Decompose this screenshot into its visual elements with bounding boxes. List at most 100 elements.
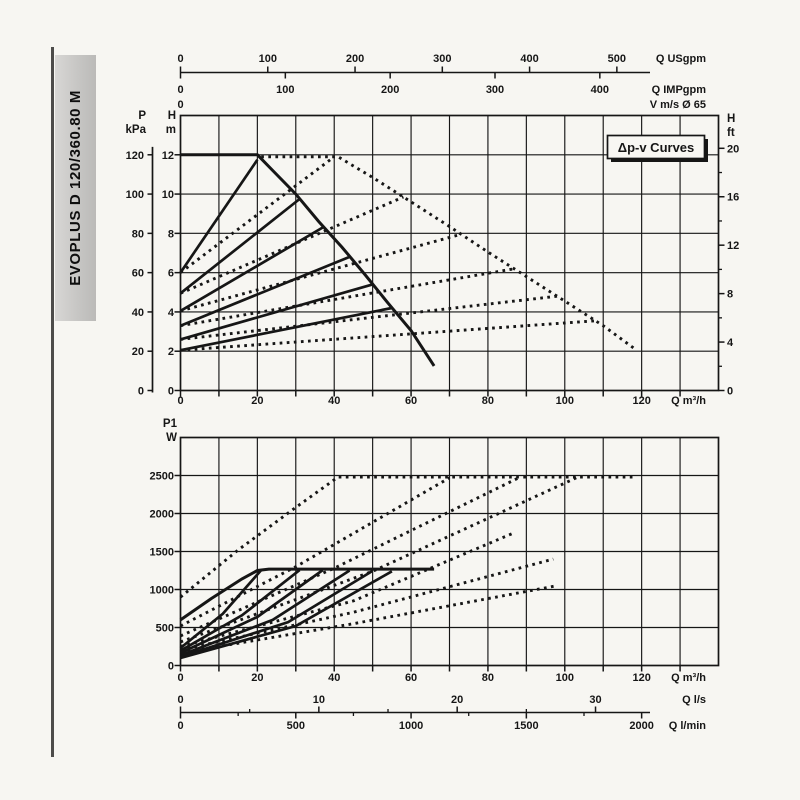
model-label: EVOPLUS D 120/360.80 M bbox=[67, 90, 84, 286]
svg-text:Q USgpm: Q USgpm bbox=[656, 53, 706, 65]
svg-text:Q m³/h: Q m³/h bbox=[671, 395, 706, 407]
svg-text:ft: ft bbox=[727, 127, 735, 139]
svg-text:40: 40 bbox=[132, 307, 144, 319]
svg-text:8: 8 bbox=[727, 289, 733, 301]
head-x-axis: 0 20 40 60 80 100 120 Q m³/h bbox=[177, 390, 706, 407]
curve-twin-power-set-4 bbox=[180, 531, 516, 648]
svg-text:H: H bbox=[727, 113, 735, 125]
svg-text:12: 12 bbox=[162, 150, 174, 162]
svg-text:0: 0 bbox=[177, 99, 183, 111]
svg-text:20: 20 bbox=[451, 694, 463, 706]
left-rail-line bbox=[51, 47, 54, 757]
svg-text:4: 4 bbox=[168, 307, 175, 319]
curve-twin-dpv-set-3 bbox=[180, 232, 462, 313]
curve-power-set-5 bbox=[180, 569, 374, 659]
svg-text:10: 10 bbox=[313, 694, 325, 706]
svg-text:200: 200 bbox=[346, 53, 364, 65]
curve-power-set-3 bbox=[179, 569, 324, 655]
curve-dpv-set-1 bbox=[179, 158, 259, 274]
svg-text:30: 30 bbox=[589, 694, 601, 706]
svg-text:0: 0 bbox=[177, 694, 183, 706]
svg-text:0: 0 bbox=[168, 386, 174, 398]
svg-text:2: 2 bbox=[168, 346, 174, 358]
svg-text:120: 120 bbox=[632, 672, 650, 684]
svg-text:0: 0 bbox=[177, 672, 183, 684]
svg-text:100: 100 bbox=[556, 395, 574, 407]
power-w-axis: 0 500 1000 1500 2000 2500 P1 W bbox=[150, 418, 181, 673]
svg-text:H: H bbox=[168, 110, 176, 122]
curve-power-set-2 bbox=[179, 569, 301, 652]
svg-text:400: 400 bbox=[520, 53, 538, 65]
svg-text:m: m bbox=[166, 124, 176, 136]
svg-text:Δp-v Curves: Δp-v Curves bbox=[618, 140, 695, 155]
curve-power-set-4 bbox=[180, 569, 351, 657]
svg-text:2500: 2500 bbox=[150, 471, 174, 483]
curve-twin-dpv-set-6 bbox=[180, 319, 596, 352]
head-ft-axis: 0 4 8 12 16 20 Hft bbox=[718, 113, 739, 398]
svg-text:60: 60 bbox=[132, 268, 144, 280]
svg-text:0: 0 bbox=[138, 386, 144, 398]
svg-text:Q l/s: Q l/s bbox=[682, 694, 706, 706]
svg-text:100: 100 bbox=[556, 672, 574, 684]
svg-text:80: 80 bbox=[482, 672, 494, 684]
svg-text:20: 20 bbox=[251, 395, 263, 407]
head-top-axes: 0 100 200 300 400 500 Q USgpm 0 100 200 300 400 Q IM… bbox=[177, 53, 706, 111]
svg-text:120: 120 bbox=[126, 150, 144, 162]
head-curves bbox=[179, 153, 635, 367]
model-plate: EVOPLUS D 120/360.80 M bbox=[55, 55, 96, 321]
svg-text:0: 0 bbox=[177, 53, 183, 65]
head-chart: 0 20 40 60 80 100 120 Q m³/h024681012Hm02040608… bbox=[126, 53, 740, 407]
curve-twin-max-envelope bbox=[261, 155, 635, 350]
svg-text:kPa: kPa bbox=[126, 124, 147, 136]
svg-text:1500: 1500 bbox=[150, 547, 174, 559]
svg-text:12: 12 bbox=[727, 240, 739, 252]
svg-text:60: 60 bbox=[405, 395, 417, 407]
curve-twin-power-set-1 bbox=[179, 476, 451, 628]
svg-text:1000: 1000 bbox=[150, 585, 174, 597]
svg-text:0: 0 bbox=[177, 720, 183, 732]
svg-text:80: 80 bbox=[132, 228, 144, 240]
svg-text:0: 0 bbox=[177, 84, 183, 96]
svg-text:16: 16 bbox=[727, 192, 739, 204]
power-bottom-axes: 0 10 20 30 Q l/s 0 500 1000 1500 2000 Q l/min bbox=[177, 694, 706, 732]
svg-text:20: 20 bbox=[727, 143, 739, 155]
svg-text:10: 10 bbox=[162, 189, 174, 201]
curve-dpv-set-2 bbox=[179, 197, 301, 295]
power-curves bbox=[179, 475, 634, 660]
curve-dpv-set-4 bbox=[179, 255, 351, 327]
svg-text:W: W bbox=[166, 432, 177, 444]
svg-text:2000: 2000 bbox=[150, 509, 174, 521]
svg-text:40: 40 bbox=[328, 395, 340, 407]
svg-text:Q l/min: Q l/min bbox=[669, 720, 707, 732]
power-x-axis: 0 20 40 60 80 100 120 Q m³/h bbox=[177, 665, 706, 684]
curve-power-set-6 bbox=[180, 570, 393, 660]
svg-text:P: P bbox=[138, 110, 146, 122]
dpv-curves-box: Δp-v Curves bbox=[606, 134, 708, 162]
curve-dpv-set-5 bbox=[180, 283, 373, 341]
svg-text:400: 400 bbox=[591, 84, 609, 96]
svg-text:V m/s Ø 65: V m/s Ø 65 bbox=[650, 99, 706, 111]
svg-text:P1: P1 bbox=[163, 418, 178, 430]
curve-single-max-envelope bbox=[180, 153, 436, 367]
svg-text:60: 60 bbox=[405, 672, 417, 684]
svg-text:0: 0 bbox=[177, 395, 183, 407]
svg-text:100: 100 bbox=[259, 53, 277, 65]
svg-text:20: 20 bbox=[132, 346, 144, 358]
svg-text:Q m³/h: Q m³/h bbox=[671, 672, 706, 684]
svg-text:120: 120 bbox=[632, 395, 650, 407]
svg-text:1500: 1500 bbox=[514, 720, 538, 732]
svg-text:500: 500 bbox=[156, 623, 174, 635]
svg-text:6: 6 bbox=[168, 268, 174, 280]
svg-text:80: 80 bbox=[482, 395, 494, 407]
svg-text:1000: 1000 bbox=[399, 720, 423, 732]
svg-text:500: 500 bbox=[608, 53, 626, 65]
svg-text:500: 500 bbox=[287, 720, 305, 732]
svg-text:20: 20 bbox=[251, 672, 263, 684]
svg-text:40: 40 bbox=[328, 672, 340, 684]
svg-text:8: 8 bbox=[168, 228, 174, 240]
curve-dpv-set-3 bbox=[179, 226, 324, 313]
svg-text:100: 100 bbox=[276, 84, 294, 96]
svg-text:300: 300 bbox=[486, 84, 504, 96]
